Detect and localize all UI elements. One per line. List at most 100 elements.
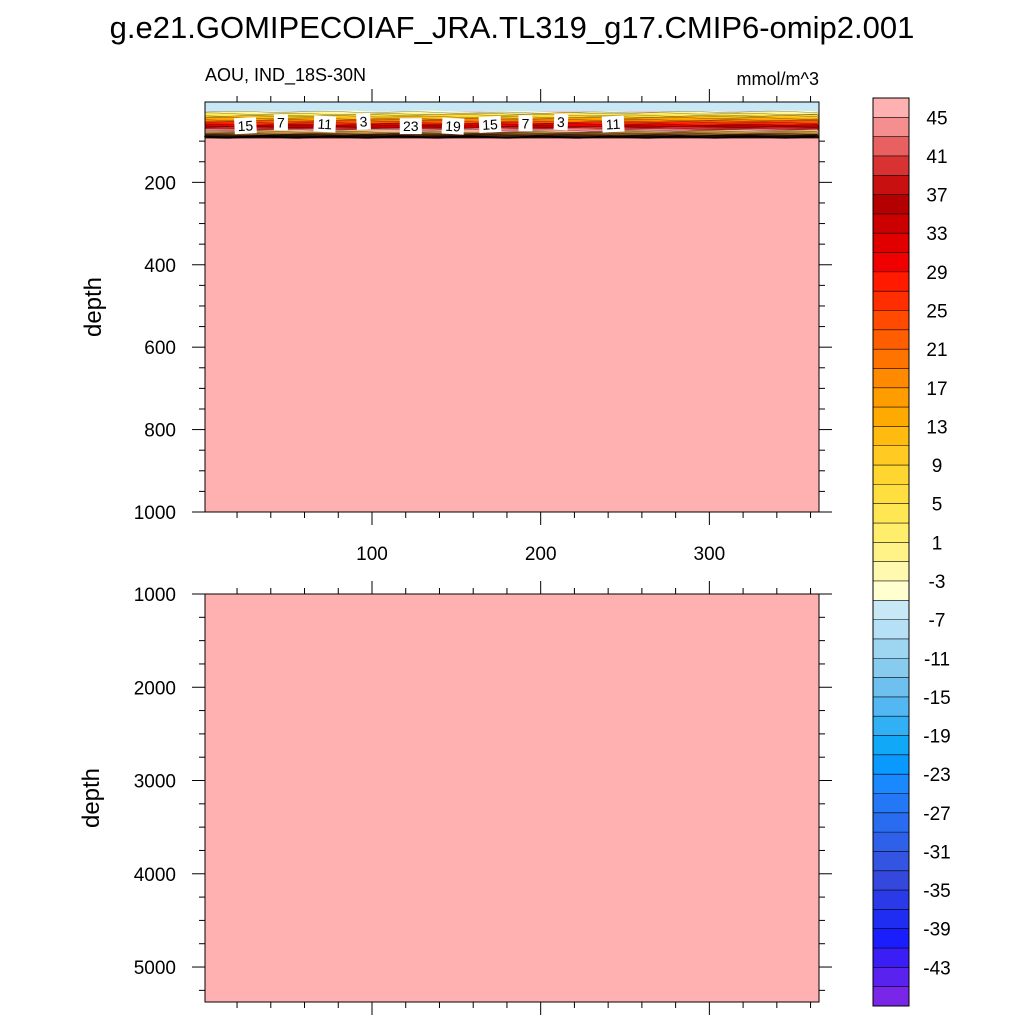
colorbar-tick-label: -7	[929, 611, 946, 632]
colorbar-swatch	[873, 793, 909, 814]
colorbar-swatch	[873, 291, 909, 311]
colorbar-swatch	[873, 967, 909, 987]
colorbar-swatch	[873, 117, 909, 137]
contour-label-box	[234, 117, 257, 135]
upper-panel: 15 7 11 3 23 19 15 7 3 11 200 400 600 800 1000 100 200 3…	[80, 89, 832, 565]
upper-plot-frame	[204, 101, 820, 513]
colorbar-swatch	[873, 735, 909, 756]
colorbar-swatch	[873, 155, 909, 176]
contour-label-text: 15	[482, 116, 499, 133]
colorbar-swatch	[873, 774, 909, 794]
colorbar-swatch	[873, 368, 909, 389]
colorbar-swatch	[873, 252, 909, 273]
contour-label-box	[601, 115, 625, 133]
colorbar-swatch	[873, 870, 909, 891]
colorbar-swatch	[873, 329, 909, 350]
colorbar-swatch	[873, 445, 909, 466]
colorbar-tick-label: 41	[926, 147, 947, 168]
x-tick-label: 200	[525, 544, 557, 565]
colorbar-swatch	[873, 542, 909, 562]
colorbar-swatch	[873, 580, 909, 601]
lower-y-axis-title: depth	[78, 768, 105, 828]
contour-label-text: 23	[403, 118, 419, 134]
colorbar: 45 41 37 33 29 25 21 17 13 9 5 1 -3 -7 -11 -15 -19 -23 -27…	[872, 97, 951, 1007]
contour-label-box	[441, 117, 465, 135]
contour-label: 23	[399, 118, 422, 135]
colorbar-swatch	[873, 832, 909, 852]
upper-y-axis-title: depth	[80, 277, 107, 337]
contour-label-box	[518, 115, 533, 132]
contour-label-box	[399, 118, 422, 135]
x-tick-label: 300	[694, 544, 726, 565]
contour-label: 7	[273, 114, 288, 131]
colorbar-tick-label: 17	[926, 379, 947, 400]
contour-label-text: 3	[557, 114, 566, 130]
colorbar-swatch	[873, 561, 909, 582]
colorbar-swatch	[873, 677, 909, 698]
colorbar-tick-label: 37	[926, 186, 947, 207]
y-tick-label: 1000	[134, 585, 176, 606]
upper-surface-band	[205, 102, 819, 112]
colorbar-swatch	[873, 812, 909, 833]
contour-label-text: 15	[237, 117, 254, 134]
y-tick-label: 4000	[134, 865, 176, 886]
contour-label: 15	[478, 115, 502, 134]
colorbar-tick-label: 21	[926, 340, 947, 361]
colorbar-tick-label: 45	[926, 108, 947, 129]
colorbar-tick-label: 29	[926, 263, 947, 284]
y-tick-label: 3000	[134, 772, 176, 793]
colorbar-swatch	[873, 754, 909, 775]
contour-label-text: 3	[359, 113, 368, 129]
colorbar-tick-label: 13	[926, 417, 947, 438]
x-tick-label: 100	[356, 544, 388, 565]
contour-label-text: 7	[277, 114, 285, 130]
contour-label-box	[313, 115, 337, 133]
colorbar-swatch	[873, 213, 909, 234]
colorbar-swatch	[873, 851, 909, 872]
y-tick-label: 200	[144, 173, 176, 194]
colorbar-swatch	[873, 600, 909, 620]
colorbar-tick-label: 1	[932, 533, 943, 554]
contour-label: 11	[601, 115, 625, 133]
colorbar-frame	[872, 97, 910, 1007]
colorbar-swatch	[873, 136, 909, 157]
colorbar-tick-label: 5	[932, 495, 943, 516]
contour-label-text: 11	[605, 116, 621, 133]
contour-label: 3	[553, 113, 569, 131]
upper-deep-field	[205, 102, 819, 512]
lower-axis-ticks: 1000 2000 3000 4000 5000	[134, 581, 832, 1015]
y-tick-label: 400	[144, 256, 176, 277]
colorbar-swatch	[873, 986, 909, 1007]
colorbar-tick-label: -15	[923, 688, 950, 709]
contour-labels: 15 7 11 3 23 19 15 7 3 11	[234, 113, 625, 135]
colorbar-swatch	[873, 638, 909, 659]
contour-label: 11	[313, 115, 337, 133]
colorbar-swatch	[873, 948, 909, 968]
colorbar-swatch	[873, 619, 909, 640]
colorbar-swatch	[873, 387, 909, 408]
colorbar-tick-label: 33	[926, 224, 947, 245]
contour-label-box	[478, 115, 502, 134]
colorbar-swatch	[873, 909, 909, 930]
lower-plot-frame	[204, 593, 820, 1003]
y-tick-label: 1000	[134, 503, 176, 524]
contour-label-box	[356, 113, 371, 130]
colorbar-swatch	[873, 407, 909, 427]
colorbar-tick-label: -19	[923, 727, 950, 748]
colorbar-swatch	[873, 310, 909, 331]
contour-label-box	[553, 113, 569, 131]
colorbar-swatch	[873, 98, 909, 118]
upper-thermocline-gradient	[204, 110, 820, 139]
colorbar-swatch	[873, 175, 909, 195]
y-tick-label: 600	[144, 338, 176, 359]
contour-label: 7	[518, 115, 533, 132]
lower-deep-field	[205, 594, 819, 1002]
colorbar-swatch	[873, 484, 909, 505]
y-tick-label: 5000	[134, 958, 176, 979]
panel-variable-label: AOU, IND_18S-30N	[205, 65, 366, 86]
contour-label: 3	[356, 113, 371, 130]
colorbar-swatch	[873, 503, 909, 524]
colorbar-tick-label: -27	[923, 804, 950, 825]
contour-label-text: 11	[317, 116, 333, 133]
